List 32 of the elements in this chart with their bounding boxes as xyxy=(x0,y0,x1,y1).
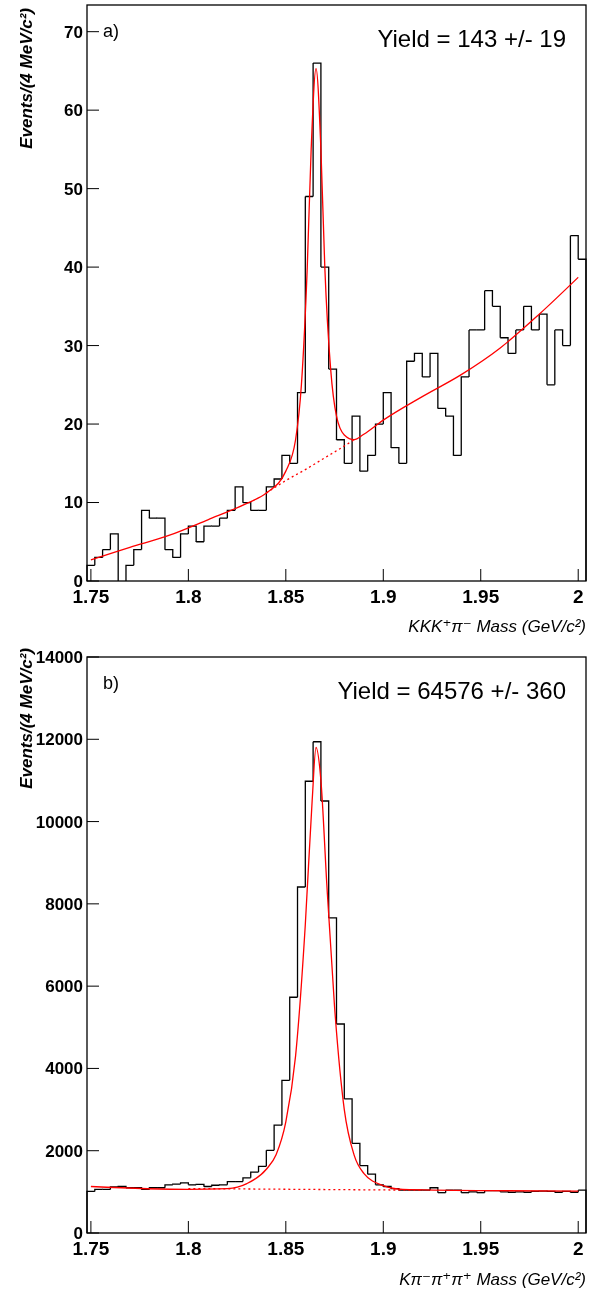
y-tick-label: 70 xyxy=(64,22,83,42)
x-tick-label: 1.85 xyxy=(267,586,305,607)
y-tick-label: 14000 xyxy=(35,647,83,667)
x-axis-title: KKK⁺π⁻ Mass (GeV/c²) xyxy=(408,617,586,636)
x-tick-label: 2 xyxy=(572,586,584,607)
y-tick-label: 4000 xyxy=(45,1059,83,1079)
x-tick-label: 1.8 xyxy=(175,1238,202,1259)
y-tick-label: 20 xyxy=(64,415,83,434)
annotation: b) xyxy=(103,673,120,693)
y-tick-label: 6000 xyxy=(45,977,83,997)
y-tick-label: 50 xyxy=(64,179,83,199)
x-tick-label: 1.95 xyxy=(462,1238,500,1259)
x-axis-title: Kπ⁻π⁺π⁺ Mass (GeV/c²) xyxy=(399,1270,586,1289)
y-tick-label: 8000 xyxy=(45,894,83,914)
annotation: a) xyxy=(103,21,120,41)
y-tick-label: 10000 xyxy=(35,812,83,832)
y-tick-label: 12000 xyxy=(35,730,83,750)
y-tick-label: 10 xyxy=(64,493,83,513)
annotation: Yield = 64576 +/- 360 xyxy=(337,677,566,704)
y-tick-label: 60 xyxy=(64,101,83,121)
x-tick-label: 1.9 xyxy=(370,1238,397,1259)
x-tick-label: 2 xyxy=(572,1238,584,1259)
x-tick-label: 1.95 xyxy=(462,586,500,607)
x-tick-label: 1.85 xyxy=(267,1238,305,1259)
x-tick-label: 1.9 xyxy=(370,586,397,607)
y-axis-title: Events/(4 MeV/c²) xyxy=(17,7,36,149)
annotation: Yield = 143 +/- 19 xyxy=(377,25,566,52)
y-tick-label: 2000 xyxy=(45,1141,83,1161)
y-axis-title: Events/(4 MeV/c²) xyxy=(17,647,36,789)
x-tick-label: 1.8 xyxy=(175,586,202,607)
y-tick-label: 40 xyxy=(64,258,83,278)
y-tick-label: 30 xyxy=(64,336,83,356)
